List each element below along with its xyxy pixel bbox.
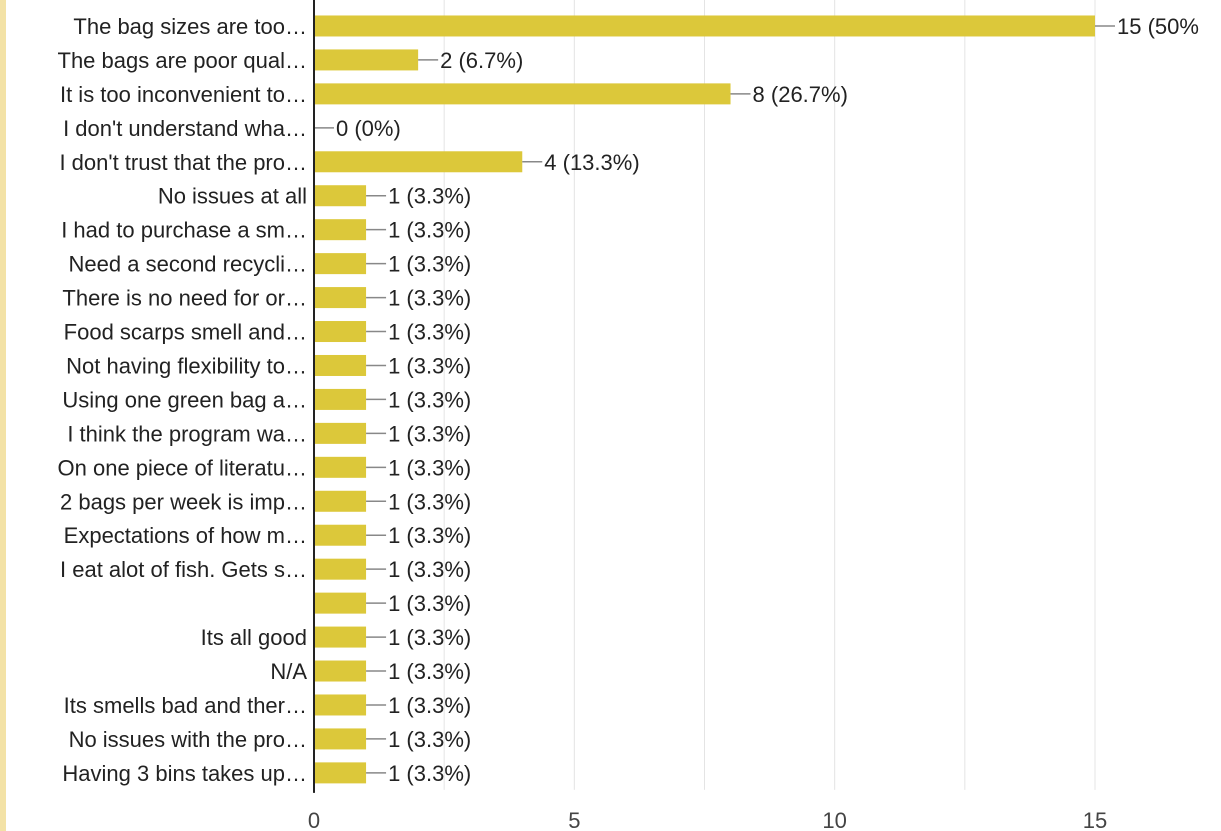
bar [314, 456, 367, 478]
value-label: 4 (13.3%) [544, 150, 639, 175]
bar [314, 524, 367, 546]
category-label: N/A [270, 659, 307, 684]
category-label: I had to purchase a sm… [61, 218, 307, 243]
value-label: 1 (3.3%) [388, 218, 471, 243]
value-label: 1 (3.3%) [388, 761, 471, 786]
bar [314, 83, 731, 105]
value-label: 1 (3.3%) [388, 320, 471, 345]
value-label: 1 (3.3%) [388, 252, 471, 277]
bar [314, 321, 367, 343]
bar [314, 253, 367, 275]
bar [314, 660, 367, 682]
x-tick-label: 10 [822, 808, 846, 831]
value-label: 1 (3.3%) [388, 353, 471, 378]
category-label: I eat alot of fish. Gets s… [60, 557, 307, 582]
bar [314, 626, 367, 648]
category-label: 2 bags per week is imp… [60, 489, 307, 514]
value-label: 1 (3.3%) [388, 421, 471, 446]
value-label: 1 (3.3%) [388, 557, 471, 582]
value-label: 1 (3.3%) [388, 591, 471, 616]
bar [314, 185, 367, 207]
bar [314, 592, 367, 614]
bar [314, 762, 367, 784]
category-label: There is no need for or… [62, 286, 307, 311]
value-label: 8 (26.7%) [753, 82, 848, 107]
value-label: 1 (3.3%) [388, 693, 471, 718]
bar [314, 354, 367, 376]
category-label: On one piece of literatu… [58, 455, 307, 480]
category-label: I don't understand wha… [63, 116, 307, 141]
bar [314, 388, 367, 410]
category-label: Its all good [201, 625, 307, 650]
value-label: 15 (50% [1117, 14, 1199, 39]
category-label: No issues at all [158, 184, 307, 209]
value-label: 1 (3.3%) [388, 286, 471, 311]
category-label: No issues with the pro… [69, 727, 307, 752]
category-label: Expectations of how m… [64, 523, 307, 548]
value-label: 1 (3.3%) [388, 184, 471, 209]
bar [314, 558, 367, 580]
value-label: 0 (0%) [336, 116, 401, 141]
category-label: I don't trust that the pro… [59, 150, 307, 175]
bar [314, 15, 1095, 37]
category-label: Having 3 bins takes up… [62, 761, 307, 786]
value-label: 1 (3.3%) [388, 387, 471, 412]
grid-layer [443, 0, 1096, 790]
labels-layer: The bag sizes are too… 15 (50% The bags ar… [58, 14, 1199, 786]
value-label: 1 (3.3%) [388, 625, 471, 650]
category-label: It is too inconvenient to… [60, 82, 307, 107]
bar [314, 219, 367, 241]
bar [314, 422, 367, 444]
category-label: I think the program wa… [67, 421, 307, 446]
value-label: 1 (3.3%) [388, 727, 471, 752]
category-label: The bag sizes are too… [73, 14, 307, 39]
category-label: Food scarps smell and… [64, 320, 307, 345]
value-label: 2 (6.7%) [440, 48, 523, 73]
category-label: The bags are poor qual… [58, 48, 308, 73]
category-label: Its smells bad and ther… [64, 693, 307, 718]
value-label: 1 (3.3%) [388, 489, 471, 514]
value-label: 1 (3.3%) [388, 659, 471, 684]
x-tick-label: 15 [1083, 808, 1107, 831]
bar [314, 151, 523, 173]
bar [314, 728, 367, 750]
category-label: Need a second recycli… [69, 252, 307, 277]
bar [314, 287, 367, 309]
bar [314, 49, 419, 71]
x-tick-labels: 0 5 10 15 [308, 808, 1107, 831]
x-tick-label: 0 [308, 808, 320, 831]
value-label: 1 (3.3%) [388, 455, 471, 480]
category-label: Using one green bag a… [62, 387, 307, 412]
bar [314, 694, 367, 716]
bars-layer [314, 15, 1095, 784]
value-label: 1 (3.3%) [388, 523, 471, 548]
left-accent-stripe [0, 0, 6, 831]
category-label: Not having flexibility to… [66, 353, 307, 378]
x-tick-label: 5 [568, 808, 580, 831]
bar [314, 490, 367, 512]
